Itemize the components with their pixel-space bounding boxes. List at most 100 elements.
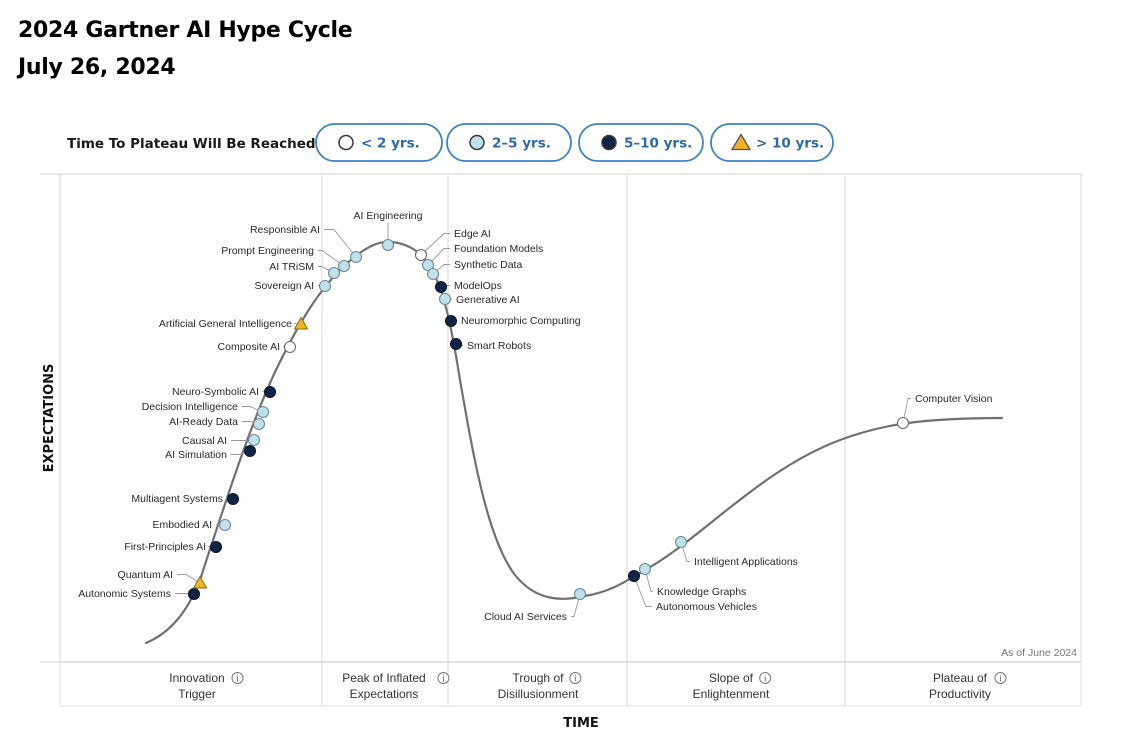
label-neuromorphic-computing: Neuromorphic Computing [461, 315, 581, 327]
label-embodied-ai: Embodied AI [152, 519, 212, 531]
marker-quantum-ai[interactable] [192, 575, 208, 589]
label-smart-robots: Smart Robots [467, 340, 531, 352]
svg-text:i: i [764, 675, 766, 685]
marker-causal-ai[interactable] [247, 433, 261, 447]
marker-first-principles-ai[interactable] [209, 540, 223, 554]
label-prompt-engineering: Prompt Engineering [221, 245, 314, 257]
label-generative-ai: Generative AI [456, 294, 520, 306]
label-cloud-ai-services: Cloud AI Services [484, 611, 567, 623]
legend-item-label: 5–10 yrs. [624, 136, 692, 152]
label-ai-simulation: AI Simulation [165, 449, 227, 461]
label-knowledge-graphs: Knowledge Graphs [657, 586, 746, 598]
label-artificial-general-intelligence: Artificial General Intelligence [159, 318, 292, 330]
info-icon[interactable]: i [994, 672, 1007, 685]
svg-text:Expectations: Expectations [350, 687, 419, 701]
phase-label-4: Slope of Enlightenment i [693, 671, 772, 701]
marker-ai-trism[interactable] [327, 266, 341, 280]
legend-item-1: < 2 yrs. [315, 123, 443, 162]
info-icon[interactable]: i [569, 672, 582, 685]
circle-icon [601, 134, 617, 151]
svg-text:Enlightenment: Enlightenment [693, 687, 770, 701]
label-computer-vision: Computer Vision [915, 393, 993, 405]
circle-icon [469, 134, 485, 151]
plot-area [59, 173, 1082, 663]
page-subtitle: July 26, 2024 [18, 55, 176, 80]
label-responsible-ai: Responsible AI [250, 224, 320, 236]
label-modelops: ModelOps [454, 280, 502, 292]
legend-item-4: > 10 yrs. [710, 123, 834, 162]
marker-ai-engineering[interactable] [381, 238, 395, 252]
svg-text:Innovation: Innovation [169, 671, 224, 685]
technology-markers [187, 238, 910, 601]
marker-prompt-engineering[interactable] [337, 259, 351, 273]
label-composite-ai: Composite AI [218, 341, 280, 353]
phase-label-3: Trough of Disillusionment i [498, 671, 582, 701]
label-first-principles-ai: First-Principles AI [124, 541, 206, 553]
svg-text:i: i [236, 675, 238, 685]
svg-text:i: i [442, 675, 444, 685]
info-icon[interactable]: i [759, 672, 772, 685]
marker-neuromorphic-computing[interactable] [444, 314, 458, 328]
marker-multiagent-systems[interactable] [226, 492, 240, 506]
phase-label-1: Innovation Trigger i [169, 671, 244, 701]
phase-label-5: Plateau of Productivity i [929, 671, 1007, 701]
marker-knowledge-graphs[interactable] [638, 562, 652, 576]
legend-item-3: 5–10 yrs. [578, 123, 704, 162]
label-autonomous-vehicles: Autonomous Vehicles [656, 601, 757, 613]
legend: Time To Plateau Will Be Reached: < 2 yrs… [67, 123, 834, 162]
label-ai-ready-data: AI-Ready Data [169, 416, 238, 428]
x-axis-title: TIME [563, 716, 599, 731]
label-multiagent-systems: Multiagent Systems [131, 493, 223, 505]
label-quantum-ai: Quantum AI [118, 569, 173, 581]
marker-composite-ai[interactable] [283, 340, 297, 354]
svg-text:Plateau of: Plateau of [933, 671, 988, 685]
marker-smart-robots[interactable] [449, 337, 463, 351]
marker-autonomous-vehicles[interactable] [627, 569, 641, 583]
legend-item-label: 2–5 yrs. [492, 136, 551, 152]
svg-text:i: i [574, 675, 576, 685]
marker-edge-ai[interactable] [414, 248, 428, 262]
marker-autonomic-systems[interactable] [187, 587, 201, 601]
label-synthetic-data: Synthetic Data [454, 259, 522, 271]
marker-synthetic-data[interactable] [426, 267, 440, 281]
marker-modelops[interactable] [434, 280, 448, 294]
marker-computer-vision[interactable] [896, 416, 910, 430]
marker-decision-intelligence[interactable] [256, 405, 270, 419]
marker-generative-ai[interactable] [438, 292, 452, 306]
marker-sovereign-ai[interactable] [318, 279, 332, 293]
marker-ai-ready-data[interactable] [252, 417, 266, 431]
marker-artificial-general-intelligence[interactable] [293, 316, 309, 330]
marker-neuro-symbolic-ai[interactable] [263, 385, 277, 399]
svg-text:Disillusionment: Disillusionment [498, 687, 579, 701]
circle-icon [338, 134, 354, 151]
label-autonomic-systems: Autonomic Systems [78, 588, 171, 600]
svg-text:Peak of Inflated: Peak of Inflated [342, 671, 425, 685]
label-ai-engineering: AI Engineering [354, 210, 423, 222]
legend-item-label: > 10 yrs. [756, 136, 824, 152]
triangle-icon [730, 133, 752, 151]
y-axis-title: EXPECTATIONS [42, 364, 57, 473]
marker-cloud-ai-services[interactable] [573, 587, 587, 601]
legend-label: Time To Plateau Will Be Reached: [67, 136, 321, 152]
label-neuro-symbolic-ai: Neuro-Symbolic AI [172, 386, 259, 398]
marker-intelligent-applications[interactable] [674, 535, 688, 549]
legend-item-2: 2–5 yrs. [446, 123, 572, 162]
legend-item-label: < 2 yrs. [361, 136, 420, 152]
phase-strip [59, 661, 1082, 707]
marker-responsible-ai[interactable] [349, 250, 363, 264]
label-intelligent-applications: Intelligent Applications [694, 556, 798, 568]
marker-foundation-models[interactable] [421, 258, 435, 272]
phase-labels: Innovation Trigger i Peak of Inflated Expect… [169, 671, 1007, 701]
label-sovereign-ai: Sovereign AI [254, 280, 314, 292]
marker-ai-simulation[interactable] [243, 444, 257, 458]
svg-text:Productivity: Productivity [929, 687, 991, 701]
as-of-note: As of June 2024 [1001, 647, 1077, 659]
marker-embodied-ai[interactable] [218, 518, 232, 532]
label-decision-intelligence: Decision Intelligence [142, 401, 238, 413]
info-icon[interactable]: i [231, 672, 244, 685]
info-icon[interactable]: i [437, 672, 450, 685]
svg-text:Slope of: Slope of [709, 671, 754, 685]
technology-labels: Autonomic Systems Quantum AI First-Princip… [78, 210, 992, 623]
label-ai-trism: AI TRiSM [269, 261, 314, 273]
